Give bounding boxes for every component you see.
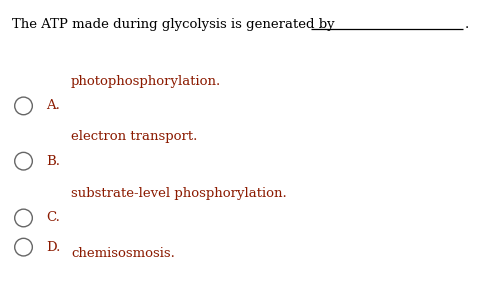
- Text: D.: D.: [47, 241, 61, 254]
- Text: A.: A.: [47, 99, 60, 112]
- Text: The ATP made during glycolysis is generated by: The ATP made during glycolysis is genera…: [12, 18, 335, 31]
- Text: electron transport.: electron transport.: [71, 130, 197, 143]
- Text: .: .: [465, 18, 469, 31]
- Text: C.: C.: [47, 212, 60, 224]
- Text: photophosphorylation.: photophosphorylation.: [71, 75, 221, 88]
- Text: B.: B.: [47, 155, 61, 168]
- Text: substrate-level phosphorylation.: substrate-level phosphorylation.: [71, 187, 287, 200]
- Text: chemisosmosis.: chemisosmosis.: [71, 247, 175, 260]
